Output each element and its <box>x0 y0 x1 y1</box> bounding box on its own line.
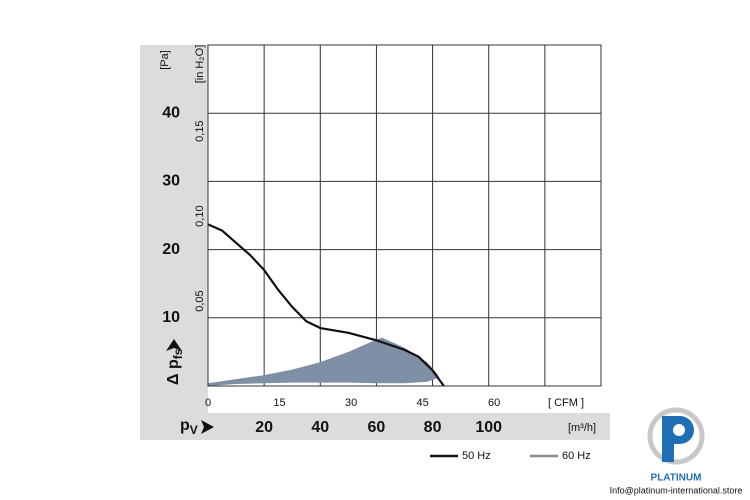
y-tick-label: 30 <box>162 173 180 190</box>
y2-unit: [in H₂O] <box>194 45 206 84</box>
legend-label: 60 Hz <box>562 450 591 462</box>
logo: PLATINUM Info@platinum-international.sto… <box>610 407 743 495</box>
x-tick-label: 40 <box>311 419 329 436</box>
x-tick-label: 80 <box>424 419 442 436</box>
marks <box>207 223 445 387</box>
email: Info@platinum-international.store <box>610 485 743 495</box>
y-tick-label: 40 <box>162 104 180 121</box>
plot-frame <box>207 44 602 387</box>
x2-tick-label: 15 <box>273 397 285 409</box>
x-symbol-sub: V <box>190 423 198 437</box>
x-unit: [m³/h] <box>568 422 596 434</box>
x2-tick-label: 0 <box>205 397 211 409</box>
x2-tick-label: 30 <box>345 397 357 409</box>
curve <box>207 223 445 387</box>
y-axis-band <box>140 45 208 413</box>
arrow <box>201 420 214 434</box>
y2-tick-label: 0,10 <box>194 205 206 226</box>
band <box>208 337 439 386</box>
y2-tick-label: 0,05 <box>194 290 206 311</box>
y2-tick-label: 0,15 <box>194 120 206 141</box>
legend-label: 50 Hz <box>462 450 491 462</box>
y-tick-label: 20 <box>162 241 180 258</box>
x2-tick-label: 45 <box>416 397 428 409</box>
y-symbol-sub: fs <box>171 348 185 359</box>
x-symbol-text: p <box>180 417 190 434</box>
x-tick-label: 60 <box>368 419 386 436</box>
y-unit: [Pa] <box>159 50 171 70</box>
grid <box>207 44 602 387</box>
x-symbol: pV <box>180 417 198 437</box>
y-symbol-main: Δ pfs <box>165 348 185 385</box>
x-tick-label: 20 <box>255 419 273 436</box>
y-symbol-text: Δ p <box>165 359 182 385</box>
x-tick-label: 100 <box>475 419 502 436</box>
arrow <box>166 339 182 351</box>
x2-tick-label: 60 <box>488 397 500 409</box>
x-axis-band <box>140 413 610 440</box>
brand: PLATINUM <box>651 473 702 484</box>
legend: 50 Hz 60 Hz <box>430 450 591 462</box>
y-symbol: Δ pfs <box>165 339 185 385</box>
y-tick-label: 10 <box>162 309 180 326</box>
x2-unit: [ CFM ] <box>548 397 584 409</box>
